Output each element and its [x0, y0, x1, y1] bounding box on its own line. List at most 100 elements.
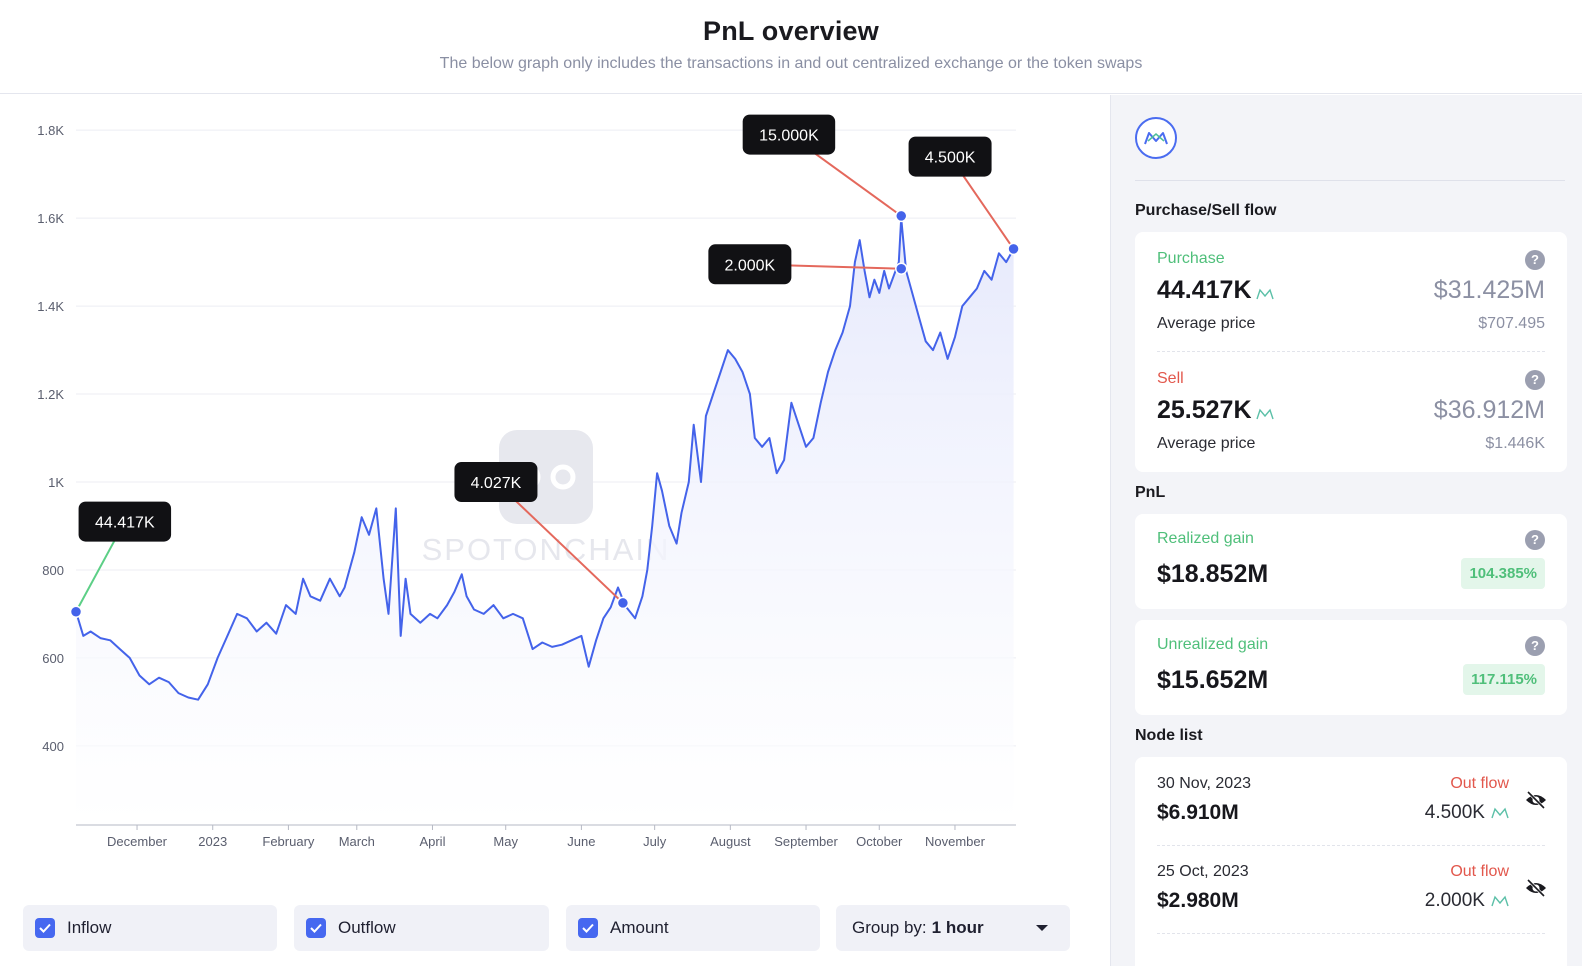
purchase-sell-title: Purchase/Sell flow — [1135, 202, 1277, 219]
amount-label: Amount — [610, 918, 669, 937]
node-divider — [1157, 933, 1545, 934]
y-tick-label: 1.8K — [37, 123, 64, 138]
annotation-point — [1007, 242, 1020, 256]
node-usd: $6.910M — [1157, 801, 1239, 824]
sell-amount-row: 25.527K — [1157, 396, 1274, 425]
x-tick-label: May — [493, 834, 518, 849]
chart-controls: Inflow Outflow Amount Group by: 1 hour — [23, 905, 1083, 951]
token-icon — [1491, 807, 1509, 819]
sell-avg-value: $1.446K — [1485, 435, 1545, 452]
sell-label: Sell — [1157, 370, 1184, 387]
node-usd: $2.980M — [1157, 889, 1239, 912]
purchase-sell-card: Purchase ? 44.417K $31.425M Average pric… — [1135, 232, 1567, 472]
annotation-label-box — [908, 136, 992, 177]
purchase-help-icon[interactable]: ? — [1525, 250, 1545, 270]
node-date: 25 Oct, 2023 — [1157, 863, 1249, 880]
annotation-point — [894, 262, 908, 275]
eye-off-icon[interactable] — [1525, 879, 1547, 897]
sell-amount: 25.527K — [1157, 396, 1252, 424]
unrealized-value: $15.652M — [1157, 666, 1269, 694]
unrealized-help-icon[interactable]: ? — [1525, 636, 1545, 656]
purchase-avg-label: Average price — [1157, 315, 1256, 332]
node-item[interactable]: 25 Oct, 2023 Out flow $2.980M 2.000K — [1135, 845, 1567, 933]
node-amount: 4.500K — [1424, 802, 1485, 823]
annotation-label: 44.417K — [95, 515, 155, 532]
annotation-label: 4.500K — [925, 150, 976, 167]
realized-help-icon[interactable]: ? — [1525, 530, 1545, 550]
annotation-point — [69, 605, 83, 618]
outflow-toggle[interactable]: Outflow — [294, 905, 549, 951]
unrealized-label: Unrealized gain — [1157, 636, 1269, 653]
caret-down-icon — [1036, 925, 1048, 931]
y-tick-label: 1K — [48, 475, 64, 490]
node-divider — [1157, 845, 1545, 846]
annotation-label-box — [78, 501, 172, 542]
purchase-label: Purchase — [1157, 250, 1225, 267]
sidebar-divider — [1135, 180, 1565, 181]
node-flow-type: Out flow — [1450, 775, 1509, 792]
annotation-label: 2.000K — [725, 257, 776, 274]
y-tick-label: 400 — [42, 739, 64, 754]
y-tick-label: 800 — [42, 563, 64, 578]
realized-pct-badge: 104.385% — [1461, 558, 1545, 589]
y-tick-label: 1.4K — [37, 299, 64, 314]
x-tick-label: February — [262, 834, 315, 849]
watermark-logo — [550, 464, 576, 490]
realized-gain-card: Realized gain ? $18.852M 104.385% — [1135, 514, 1567, 609]
node-item[interactable]: 30 Nov, 2023 Out flow $6.910M 4.500K — [1135, 757, 1567, 845]
outflow-label: Outflow — [338, 918, 396, 937]
x-tick-label: June — [567, 834, 595, 849]
annotation-label-box — [708, 244, 792, 285]
purchase-avg-value: $707.495 — [1478, 315, 1545, 332]
pnl-title: PnL — [1135, 484, 1166, 501]
page-title: PnL overview — [703, 16, 879, 46]
pnl-chart-area: 400 600 800 1K 1.2K 1.4K 1.6K 1.8K SPOTONCHAIN De… — [0, 95, 1110, 966]
x-tick-label: April — [419, 834, 445, 849]
annotation-point — [894, 209, 908, 223]
x-tick-label: 2023 — [198, 834, 227, 849]
y-tick-label: 1.2K — [37, 387, 64, 402]
x-tick-label: October — [856, 834, 903, 849]
x-tick-label: November — [925, 834, 986, 849]
annotation-point — [616, 596, 630, 610]
series-line — [75, 217, 1015, 701]
node-list-title: Node list — [1135, 727, 1203, 744]
sell-avg-label: Average price — [1157, 435, 1256, 452]
unrealized-pct-badge: 117.115% — [1463, 664, 1545, 695]
unrealized-gain-card: Unrealized gain ? $15.652M 117.115% — [1135, 620, 1567, 715]
node-date: 30 Nov, 2023 — [1157, 775, 1251, 792]
annotation-label: 15.000K — [759, 128, 819, 145]
amount-checkbox[interactable] — [578, 918, 598, 938]
annotation-label-box — [454, 461, 538, 502]
purchase-amount: 44.417K — [1157, 276, 1252, 304]
annotation-label: 4.027K — [471, 475, 522, 492]
x-tick-label: September — [774, 834, 838, 849]
group-by-select[interactable]: Group by: 1 hour — [836, 905, 1070, 951]
amount-toggle[interactable]: Amount — [566, 905, 820, 951]
y-tick-label: 600 — [42, 651, 64, 666]
node-list-card: 30 Nov, 2023 Out flow $6.910M 4.500K 25 … — [1135, 757, 1567, 966]
sell-help-icon[interactable]: ? — [1525, 370, 1545, 390]
outflow-checkbox[interactable] — [306, 918, 326, 938]
y-tick-label: 1.6K — [37, 211, 64, 226]
x-tick-label: March — [339, 834, 375, 849]
group-by-label: Group by: — [852, 918, 927, 937]
inflow-toggle[interactable]: Inflow — [23, 905, 277, 951]
node-flow-type: Out flow — [1450, 863, 1509, 880]
node-amount: 2.000K — [1424, 890, 1485, 911]
purchase-usd: $31.425M — [1433, 276, 1545, 304]
realized-label: Realized gain — [1157, 530, 1254, 547]
token-icon — [1491, 895, 1509, 907]
sell-usd: $36.912M — [1433, 396, 1545, 424]
inflow-label: Inflow — [67, 918, 112, 937]
purchase-amount-row: 44.417K — [1157, 276, 1274, 305]
x-tick-label: December — [107, 834, 168, 849]
annotation-label-box — [742, 114, 836, 155]
sidebar: Purchase/Sell flow Purchase ? 44.417K $3… — [1110, 95, 1582, 966]
annotation-connector — [495, 481, 624, 604]
realized-value: $18.852M — [1157, 560, 1269, 588]
eye-off-icon[interactable] — [1525, 791, 1547, 809]
page-header: PnL overview The below graph only includ… — [0, 0, 1582, 94]
inflow-checkbox[interactable] — [35, 918, 55, 938]
x-tick-label: August — [710, 834, 751, 849]
